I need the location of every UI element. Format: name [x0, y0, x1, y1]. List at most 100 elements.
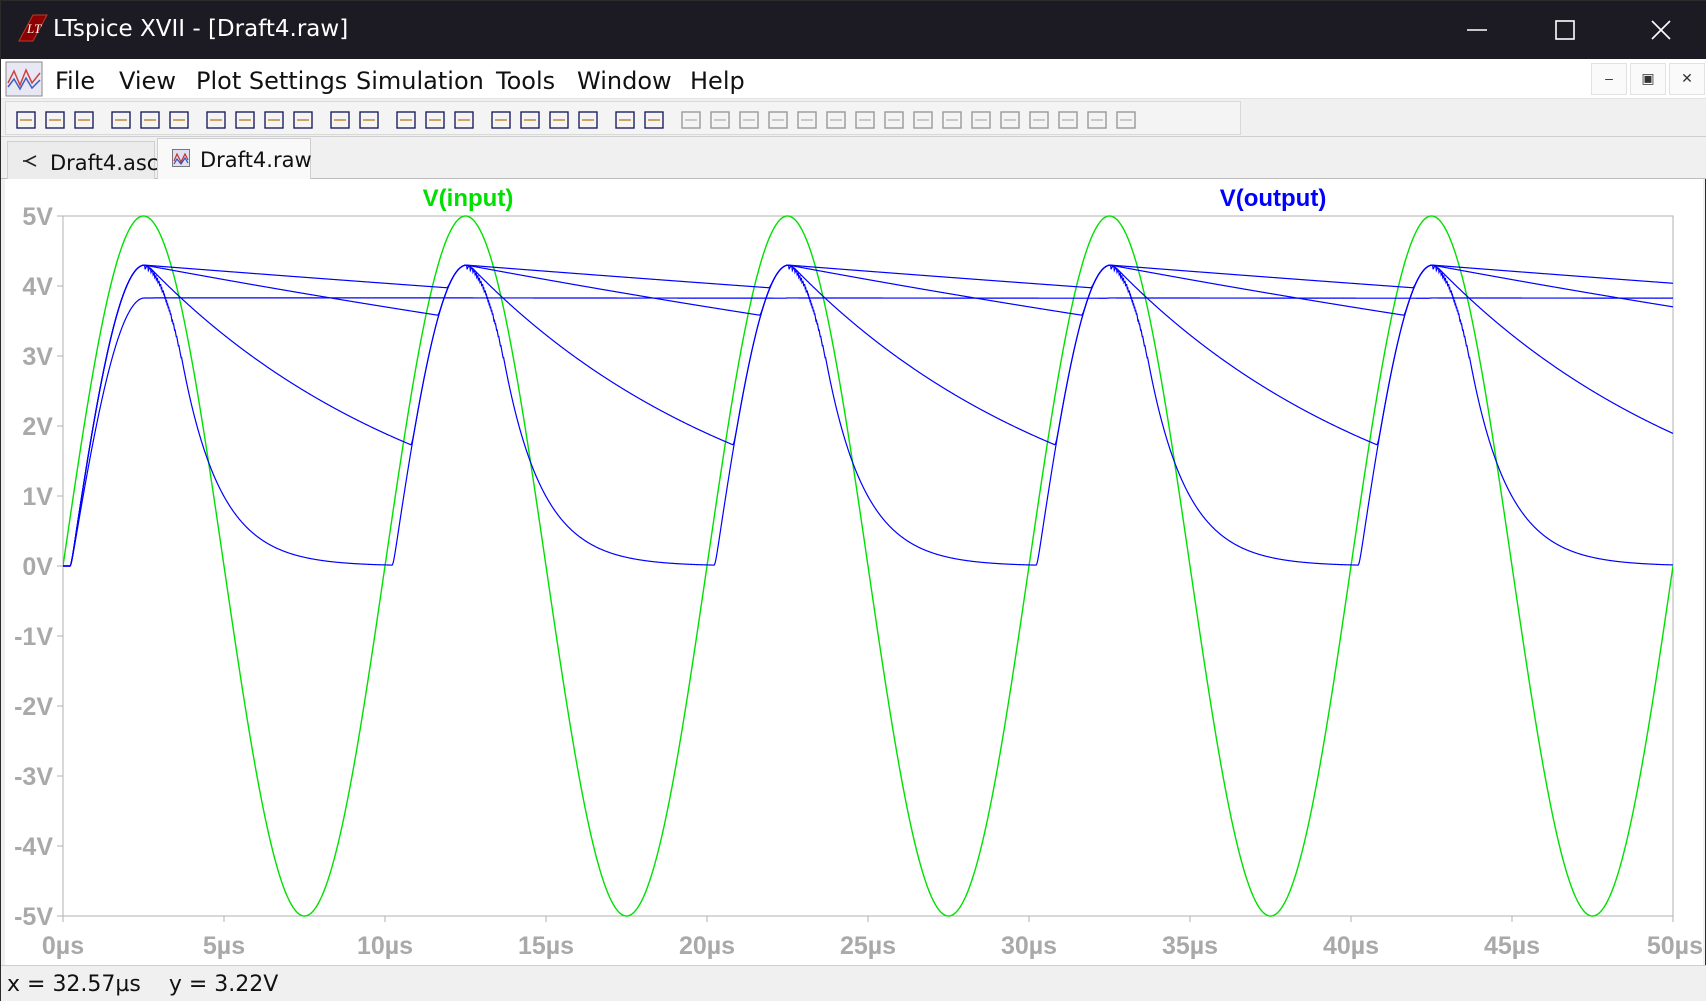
- x-tick-label: 15µs: [518, 932, 574, 960]
- trace-v-output-step-5: [63, 264, 1673, 567]
- tab-bar: Draft4.asc Draft4.raw: [1, 137, 1706, 179]
- x-tick-label: 25µs: [840, 932, 896, 960]
- y-tick-label: 1V: [22, 483, 53, 511]
- y-tick-label: -2V: [14, 693, 53, 721]
- toolbar-strip: [5, 101, 1241, 135]
- trace-v-output-step-2: [63, 264, 1673, 567]
- y-tick-label: 3V: [22, 343, 53, 371]
- save-icon[interactable]: [72, 109, 98, 133]
- y-tick-label: -4V: [14, 833, 53, 861]
- undo-icon[interactable]: [969, 109, 995, 133]
- x-tick-label: 30µs: [1001, 932, 1057, 960]
- ltspice-logo-icon: LT: [15, 13, 51, 45]
- menu-help[interactable]: Help: [690, 67, 745, 95]
- rotate-icon[interactable]: [1027, 109, 1053, 133]
- minimize-icon: [1467, 29, 1487, 31]
- label-net-icon[interactable]: [737, 109, 763, 133]
- cascade-icon[interactable]: [423, 109, 449, 133]
- trace-v-output-step-4: [63, 264, 1673, 567]
- halt-icon[interactable]: [167, 109, 193, 133]
- control-panel-icon[interactable]: [109, 109, 135, 133]
- mdi-minimize-button[interactable]: –: [1591, 63, 1627, 95]
- resistor-icon[interactable]: [766, 109, 792, 133]
- capacitor-icon[interactable]: [795, 109, 821, 133]
- maximize-button[interactable]: [1525, 1, 1605, 59]
- autorange-icon[interactable]: [328, 109, 354, 133]
- menu-window[interactable]: Window: [577, 67, 672, 95]
- tab-label: Draft4.raw: [200, 148, 312, 172]
- wire-icon[interactable]: [679, 109, 705, 133]
- cursor-readout: x = 32.57µs y = 3.22V: [7, 972, 279, 997]
- new-schematic-icon[interactable]: [14, 109, 40, 133]
- mirror-icon[interactable]: [1056, 109, 1082, 133]
- print-preview-icon[interactable]: [642, 109, 668, 133]
- title-bar[interactable]: LT LTspice XVII - [Draft4.raw]: [1, 1, 1706, 59]
- mdi-close-button[interactable]: ✕: [1669, 63, 1705, 95]
- component-icon[interactable]: [882, 109, 908, 133]
- text-icon[interactable]: [1085, 109, 1111, 133]
- x-tick-label: 50µs: [1647, 932, 1703, 960]
- tile-vertical-icon[interactable]: [452, 109, 478, 133]
- inductor-icon[interactable]: [824, 109, 850, 133]
- tab-label: Draft4.asc: [50, 151, 159, 175]
- cut-icon[interactable]: [489, 109, 515, 133]
- ground-icon[interactable]: [708, 109, 734, 133]
- x-tick-label: 0µs: [42, 932, 84, 960]
- x-tick-label: 35µs: [1162, 932, 1218, 960]
- open-icon[interactable]: [43, 109, 69, 133]
- zoom-fit-icon[interactable]: [291, 109, 317, 133]
- toolbar: [1, 99, 1706, 137]
- legend-v-input: V(input): [423, 185, 514, 212]
- menu-view[interactable]: View: [119, 67, 176, 95]
- waveform-window-icon[interactable]: [5, 61, 43, 97]
- diode-icon[interactable]: [853, 109, 879, 133]
- zoom-out-icon[interactable]: [262, 109, 288, 133]
- menu-simulation[interactable]: Simulation: [356, 67, 484, 95]
- x-tick-label: 45µs: [1484, 932, 1540, 960]
- copy-icon[interactable]: [518, 109, 544, 133]
- menu-tools[interactable]: Tools: [496, 67, 556, 95]
- x-tick-label: 10µs: [357, 932, 413, 960]
- run-icon[interactable]: [138, 109, 164, 133]
- menu-bar: File View Plot Settings Simulation Tools…: [1, 59, 1706, 99]
- x-tick-label: 40µs: [1323, 932, 1379, 960]
- tile-horizontal-icon[interactable]: [394, 109, 420, 133]
- close-icon: [1651, 20, 1671, 40]
- y-tick-label: 0V: [22, 553, 53, 581]
- paste-icon[interactable]: [547, 109, 573, 133]
- tab-draft4-raw[interactable]: Draft4.raw: [157, 138, 312, 179]
- trace-v-output-step-3: [63, 264, 1673, 567]
- zoom-area-icon[interactable]: [233, 109, 259, 133]
- tab-draft4-asc[interactable]: Draft4.asc: [7, 141, 159, 179]
- y-tick-label: 4V: [22, 273, 53, 301]
- waveform-icon: [172, 149, 190, 172]
- status-bar: x = 32.57µs y = 3.22V: [1, 965, 1706, 1001]
- mdi-restore-button[interactable]: ▣: [1630, 63, 1666, 95]
- minimize-button[interactable]: [1437, 1, 1517, 59]
- trace-v-input: [63, 215, 1673, 917]
- x-tick-label: 20µs: [679, 932, 735, 960]
- window-title: LTspice XVII - [Draft4.raw]: [53, 16, 349, 42]
- zoom-in-icon[interactable]: [204, 109, 230, 133]
- y-tick-label: 5V: [22, 203, 53, 231]
- manual-limits-icon[interactable]: [357, 109, 383, 133]
- print-icon[interactable]: [613, 109, 639, 133]
- y-tick-label: -1V: [14, 623, 53, 651]
- find-icon[interactable]: [576, 109, 602, 133]
- move-icon[interactable]: [911, 109, 937, 133]
- close-button[interactable]: [1621, 1, 1701, 59]
- svg-text:LT: LT: [26, 21, 42, 36]
- redo-icon[interactable]: [998, 109, 1024, 133]
- legend-v-output: V(output): [1220, 185, 1327, 212]
- menu-file[interactable]: File: [55, 67, 96, 95]
- spice-directive-icon[interactable]: [1114, 109, 1140, 133]
- y-tick-label: 2V: [22, 413, 53, 441]
- waveform-plot[interactable]: 5V 4V 3V 2V 1V 0V -1V -2V -3V -4V -5V 0µs 5µs 10µs 15µ…: [5, 179, 1703, 965]
- y-tick-label: -5V: [14, 903, 53, 931]
- menu-plot-settings[interactable]: Plot Settings: [196, 67, 348, 95]
- y-tick-label: -3V: [14, 763, 53, 791]
- drag-icon[interactable]: [940, 109, 966, 133]
- x-tick-label: 5µs: [203, 932, 245, 960]
